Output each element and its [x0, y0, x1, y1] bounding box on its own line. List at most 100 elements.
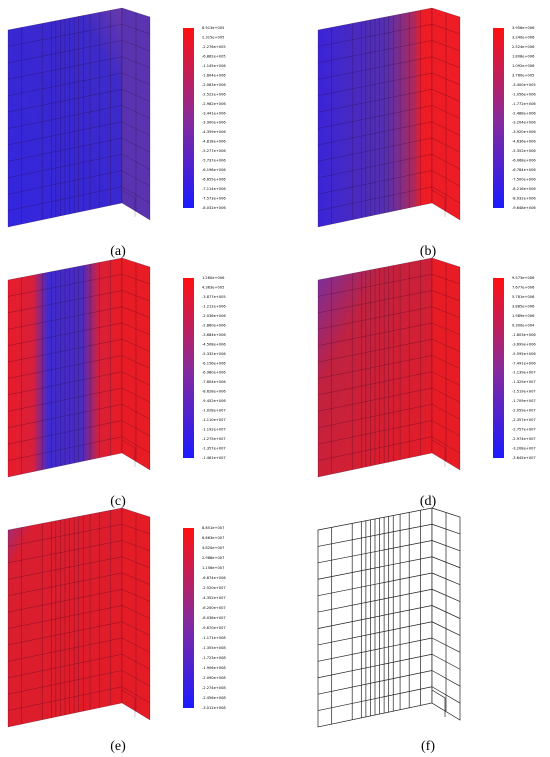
panel: (f) — [317, 507, 461, 754]
colorbar-label: -6.200e+007 — [202, 606, 226, 610]
colorbar-label: -1.028e+007 — [202, 409, 226, 413]
colorbar-label: 8.851e+007 — [202, 526, 224, 530]
colorbar-label: 9.300e+004 — [512, 323, 535, 327]
mesh-line — [7, 436, 123, 461]
colorbar-label: -1.110e+007 — [202, 418, 226, 422]
colorbar-label: -5.737e+006 — [202, 159, 226, 163]
colorbar-label: -2.456e+008 — [202, 696, 226, 700]
colorbar-label: -1.357e+007 — [202, 447, 226, 451]
mesh-line — [317, 72, 433, 96]
mesh-line — [317, 24, 433, 47]
colorbar-label: -2.276e+005 — [202, 45, 226, 49]
colorbar-label: -6.196e+006 — [202, 168, 226, 172]
colorbar-label: -5.352e+006 — [512, 149, 536, 153]
mesh-line — [7, 186, 123, 211]
mesh-line — [317, 556, 433, 580]
mesh-line — [317, 588, 433, 613]
colorbar-label: -3.441e+006 — [202, 111, 226, 115]
colorbar-label: -6.784e+006 — [512, 168, 536, 172]
mesh-line — [7, 339, 123, 363]
mesh-line — [7, 637, 123, 662]
mesh-line — [317, 540, 433, 564]
mesh-line — [7, 686, 123, 711]
colorbar-label: 6.663e+007 — [202, 536, 224, 540]
mesh-line — [7, 105, 123, 129]
mesh-line — [317, 121, 433, 146]
mesh-line — [317, 355, 433, 379]
colorbar-label: -1.056e+006 — [512, 92, 536, 96]
mesh-line — [7, 170, 123, 195]
colorbar-label: -2.357e+007 — [512, 418, 536, 422]
colorbar-label: -3.699e+006 — [512, 342, 536, 346]
flange-ledge — [431, 189, 446, 217]
colorbar-label: -6.862e+005 — [202, 54, 226, 58]
colorbar-label: -1.275e+007 — [202, 437, 226, 441]
mesh-line — [7, 24, 123, 47]
colorbar-label: -6.655e+006 — [202, 178, 226, 182]
colorbar-label: 3.885e+006 — [512, 304, 535, 308]
mesh-line — [7, 89, 123, 113]
colorbar-label: 1.260e+006 — [202, 276, 225, 280]
mesh-line — [317, 621, 433, 646]
colorbar-label: -4.352e+007 — [202, 596, 226, 600]
colorbar-label: -2.063e+006 — [202, 83, 226, 87]
colorbar-label: -7.491e+006 — [512, 361, 536, 365]
mesh-line — [317, 637, 433, 662]
mesh-line — [7, 56, 123, 80]
flange-ledge — [431, 689, 446, 717]
colorbar-label: -3.645e+007 — [512, 456, 536, 460]
colorbar-label: -1.772e+006 — [512, 102, 536, 106]
mesh-line — [317, 186, 433, 211]
colorbar-label: -4.636e+006 — [512, 140, 536, 144]
colorbar-label: -2.059e+007 — [512, 409, 536, 413]
mesh-line — [317, 371, 433, 396]
colorbar-label: -3.684e+006 — [202, 333, 226, 337]
colorbar-label: -1.723e+008 — [202, 656, 226, 660]
colorbar — [183, 28, 194, 208]
mesh-line — [317, 170, 433, 195]
mesh-line — [317, 290, 433, 314]
colorbar-label: 4.820e+007 — [202, 546, 224, 550]
mesh-line — [7, 355, 123, 379]
mesh-line — [317, 322, 433, 346]
colorbar-label: -1.355e+008 — [202, 646, 226, 650]
mesh-line — [317, 105, 433, 129]
panel-label: (a) — [110, 244, 126, 259]
colorbar — [493, 278, 504, 458]
mesh-line — [317, 523, 433, 547]
colorbar-label: 3.240e+006 — [512, 35, 535, 39]
colorbar-label: -8.032e+006 — [202, 206, 226, 210]
mesh-line — [7, 540, 123, 564]
mesh-line — [7, 371, 123, 396]
colorbar-label: -3.208e+007 — [512, 447, 536, 451]
flange-ledge — [121, 439, 136, 467]
colorbar-label: -3.900e+006 — [202, 121, 226, 125]
mesh-line — [317, 137, 433, 162]
mesh-line — [7, 572, 123, 596]
mesh-line — [7, 621, 123, 646]
mesh-line — [7, 290, 123, 314]
colorbar-label: -6.980e+006 — [202, 371, 226, 375]
mesh-line — [317, 605, 433, 629]
mesh-line — [317, 274, 433, 297]
flange-ledge — [121, 189, 136, 217]
colorbar-label: 4.363e+005 — [202, 285, 224, 289]
colorbar-label: -1.461e+007 — [202, 456, 226, 460]
flange-ledge — [431, 439, 446, 467]
mesh-line — [317, 653, 433, 679]
colorbar-label: -9.648e+006 — [512, 206, 536, 210]
colorbar-label: -2.982e+006 — [202, 102, 226, 106]
panel: (a) 6.913e+005 2.315e+005 -2.276e+005 -6.862… — [7, 7, 226, 259]
mesh-line — [317, 436, 433, 461]
colorbar-label: -3.920e+006 — [512, 130, 536, 134]
mesh-line — [317, 420, 433, 445]
colorbar-label: -8.216e+006 — [512, 187, 536, 191]
colorbar-label: 9.573e+006 — [512, 276, 535, 280]
mesh-line — [7, 72, 123, 96]
panel-label: (d) — [420, 494, 437, 509]
mesh-line — [317, 339, 433, 363]
mesh-line — [7, 524, 123, 547]
colorbar-label: -1.709e+007 — [512, 399, 536, 403]
colorbar-label: -8.036e+007 — [202, 616, 226, 620]
colorbar-label: -1.192e+007 — [202, 428, 226, 432]
